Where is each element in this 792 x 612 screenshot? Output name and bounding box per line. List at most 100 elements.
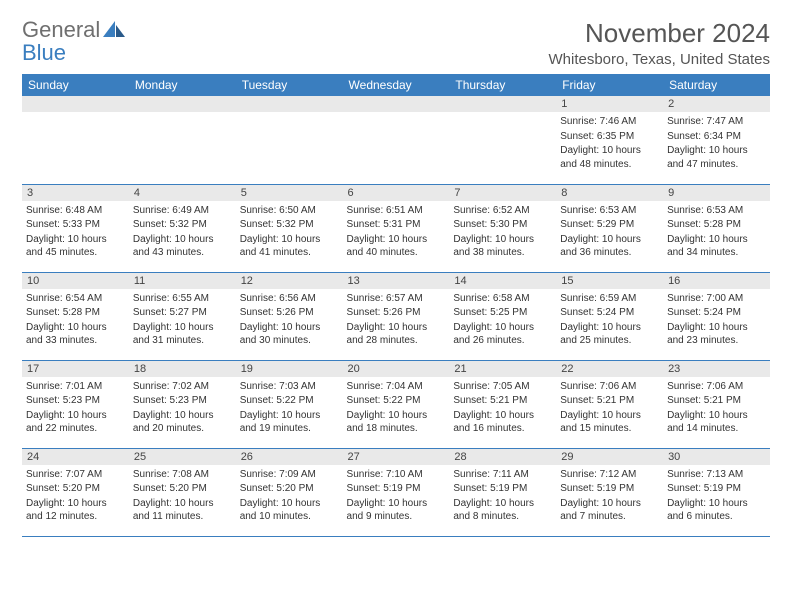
daylight-text: Daylight: 10 hours and 10 minutes. <box>240 497 339 524</box>
daylight-text: Daylight: 10 hours and 14 minutes. <box>667 409 766 436</box>
day-number: 15 <box>556 273 663 289</box>
day-number-empty <box>236 96 343 112</box>
day-number: 7 <box>449 185 556 201</box>
daylight-text: Daylight: 10 hours and 31 minutes. <box>133 321 232 348</box>
daylight-text: Daylight: 10 hours and 12 minutes. <box>26 497 125 524</box>
day-number: 6 <box>343 185 450 201</box>
sunrise-text: Sunrise: 7:07 AM <box>26 468 125 482</box>
sunset-text: Sunset: 5:27 PM <box>133 306 232 320</box>
daylight-text: Daylight: 10 hours and 20 minutes. <box>133 409 232 436</box>
day-content: Sunrise: 6:51 AMSunset: 5:31 PMDaylight:… <box>343 201 450 265</box>
sunset-text: Sunset: 5:25 PM <box>453 306 552 320</box>
sunrise-text: Sunrise: 7:03 AM <box>240 380 339 394</box>
day-content: Sunrise: 7:08 AMSunset: 5:20 PMDaylight:… <box>129 465 236 529</box>
sunset-text: Sunset: 5:20 PM <box>26 482 125 496</box>
daylight-text: Daylight: 10 hours and 15 minutes. <box>560 409 659 436</box>
day-number: 19 <box>236 361 343 377</box>
daylight-text: Daylight: 10 hours and 7 minutes. <box>560 497 659 524</box>
sunrise-text: Sunrise: 6:54 AM <box>26 292 125 306</box>
sunset-text: Sunset: 5:23 PM <box>133 394 232 408</box>
day-number: 10 <box>22 273 129 289</box>
sunset-text: Sunset: 5:24 PM <box>560 306 659 320</box>
calendar-cell: 8Sunrise: 6:53 AMSunset: 5:29 PMDaylight… <box>556 184 663 272</box>
weekday-header: Tuesday <box>236 74 343 96</box>
sunrise-text: Sunrise: 7:11 AM <box>453 468 552 482</box>
day-number: 5 <box>236 185 343 201</box>
weekday-header: Wednesday <box>343 74 450 96</box>
sunrise-text: Sunrise: 7:01 AM <box>26 380 125 394</box>
sunset-text: Sunset: 5:26 PM <box>240 306 339 320</box>
day-number: 4 <box>129 185 236 201</box>
weekday-header: Thursday <box>449 74 556 96</box>
sunrise-text: Sunrise: 7:04 AM <box>347 380 446 394</box>
day-number: 9 <box>663 185 770 201</box>
sunrise-text: Sunrise: 7:08 AM <box>133 468 232 482</box>
calendar-cell: 15Sunrise: 6:59 AMSunset: 5:24 PMDayligh… <box>556 272 663 360</box>
day-content: Sunrise: 7:06 AMSunset: 5:21 PMDaylight:… <box>556 377 663 441</box>
day-content: Sunrise: 6:53 AMSunset: 5:29 PMDaylight:… <box>556 201 663 265</box>
daylight-text: Daylight: 10 hours and 33 minutes. <box>26 321 125 348</box>
sunrise-text: Sunrise: 7:46 AM <box>560 115 659 129</box>
sunrise-text: Sunrise: 7:09 AM <box>240 468 339 482</box>
sunset-text: Sunset: 5:21 PM <box>560 394 659 408</box>
sunset-text: Sunset: 5:33 PM <box>26 218 125 232</box>
day-number: 18 <box>129 361 236 377</box>
sunset-text: Sunset: 5:24 PM <box>667 306 766 320</box>
daylight-text: Daylight: 10 hours and 22 minutes. <box>26 409 125 436</box>
day-content: Sunrise: 6:52 AMSunset: 5:30 PMDaylight:… <box>449 201 556 265</box>
calendar-cell: 20Sunrise: 7:04 AMSunset: 5:22 PMDayligh… <box>343 360 450 448</box>
day-content: Sunrise: 7:10 AMSunset: 5:19 PMDaylight:… <box>343 465 450 529</box>
calendar-cell: 21Sunrise: 7:05 AMSunset: 5:21 PMDayligh… <box>449 360 556 448</box>
sunset-text: Sunset: 5:20 PM <box>133 482 232 496</box>
day-number: 23 <box>663 361 770 377</box>
daylight-text: Daylight: 10 hours and 34 minutes. <box>667 233 766 260</box>
sunset-text: Sunset: 5:21 PM <box>667 394 766 408</box>
day-number: 24 <box>22 449 129 465</box>
calendar-cell: 4Sunrise: 6:49 AMSunset: 5:32 PMDaylight… <box>129 184 236 272</box>
day-number-empty <box>129 96 236 112</box>
sunset-text: Sunset: 5:29 PM <box>560 218 659 232</box>
weekday-header: Sunday <box>22 74 129 96</box>
day-content: Sunrise: 7:04 AMSunset: 5:22 PMDaylight:… <box>343 377 450 441</box>
day-content: Sunrise: 6:56 AMSunset: 5:26 PMDaylight:… <box>236 289 343 353</box>
calendar-cell: 9Sunrise: 6:53 AMSunset: 5:28 PMDaylight… <box>663 184 770 272</box>
sunset-text: Sunset: 5:19 PM <box>667 482 766 496</box>
sunset-text: Sunset: 5:21 PM <box>453 394 552 408</box>
day-number: 11 <box>129 273 236 289</box>
day-content: Sunrise: 7:11 AMSunset: 5:19 PMDaylight:… <box>449 465 556 529</box>
sunrise-text: Sunrise: 6:57 AM <box>347 292 446 306</box>
sunset-text: Sunset: 5:30 PM <box>453 218 552 232</box>
header: GeneralBlue November 2024 Whitesboro, Te… <box>22 18 770 68</box>
sunset-text: Sunset: 5:19 PM <box>560 482 659 496</box>
daylight-text: Daylight: 10 hours and 45 minutes. <box>26 233 125 260</box>
daylight-text: Daylight: 10 hours and 6 minutes. <box>667 497 766 524</box>
day-content: Sunrise: 6:57 AMSunset: 5:26 PMDaylight:… <box>343 289 450 353</box>
day-number: 8 <box>556 185 663 201</box>
calendar-week: 10Sunrise: 6:54 AMSunset: 5:28 PMDayligh… <box>22 272 770 360</box>
calendar-cell: 17Sunrise: 7:01 AMSunset: 5:23 PMDayligh… <box>22 360 129 448</box>
title-block: November 2024 Whitesboro, Texas, United … <box>549 18 771 68</box>
day-number-empty <box>449 96 556 112</box>
sunrise-text: Sunrise: 6:58 AM <box>453 292 552 306</box>
month-title: November 2024 <box>549 18 771 49</box>
calendar-cell: 30Sunrise: 7:13 AMSunset: 5:19 PMDayligh… <box>663 448 770 536</box>
day-content: Sunrise: 7:46 AMSunset: 6:35 PMDaylight:… <box>556 112 663 176</box>
calendar-week: 24Sunrise: 7:07 AMSunset: 5:20 PMDayligh… <box>22 448 770 536</box>
calendar-cell: 28Sunrise: 7:11 AMSunset: 5:19 PMDayligh… <box>449 448 556 536</box>
daylight-text: Daylight: 10 hours and 47 minutes. <box>667 144 766 171</box>
calendar-table: SundayMondayTuesdayWednesdayThursdayFrid… <box>22 74 770 537</box>
calendar-body: 1Sunrise: 7:46 AMSunset: 6:35 PMDaylight… <box>22 96 770 536</box>
calendar-week: 1Sunrise: 7:46 AMSunset: 6:35 PMDaylight… <box>22 96 770 184</box>
sunrise-text: Sunrise: 7:10 AM <box>347 468 446 482</box>
day-number: 13 <box>343 273 450 289</box>
day-content: Sunrise: 6:58 AMSunset: 5:25 PMDaylight:… <box>449 289 556 353</box>
calendar-cell: 27Sunrise: 7:10 AMSunset: 5:19 PMDayligh… <box>343 448 450 536</box>
daylight-text: Daylight: 10 hours and 8 minutes. <box>453 497 552 524</box>
sunset-text: Sunset: 5:19 PM <box>453 482 552 496</box>
calendar-cell <box>343 96 450 184</box>
calendar-cell <box>236 96 343 184</box>
sunrise-text: Sunrise: 7:13 AM <box>667 468 766 482</box>
day-number: 25 <box>129 449 236 465</box>
sunrise-text: Sunrise: 6:49 AM <box>133 204 232 218</box>
calendar-cell: 29Sunrise: 7:12 AMSunset: 5:19 PMDayligh… <box>556 448 663 536</box>
